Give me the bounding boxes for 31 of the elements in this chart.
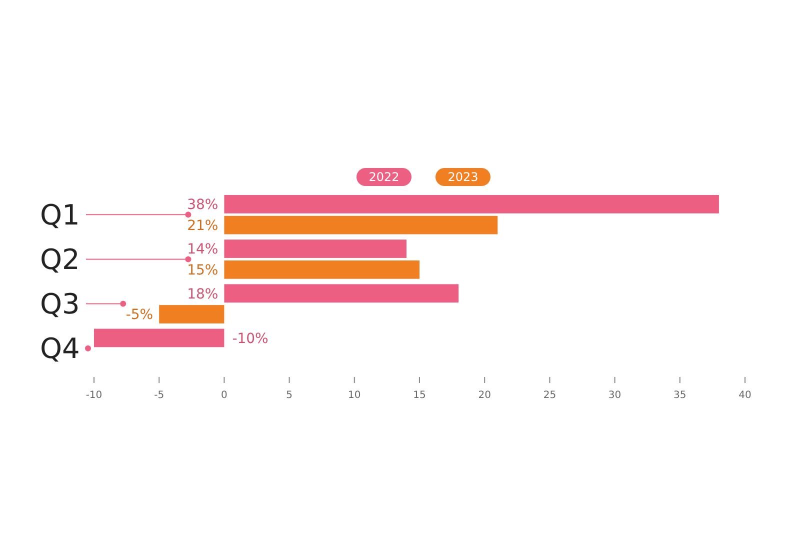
y-tick-label: Q1 [40,198,80,232]
bar [224,195,719,214]
x-tick-label: 10 [348,390,361,401]
bar [224,216,498,234]
data-label: 14% [187,242,218,258]
x-tick-label: 40 [738,390,752,401]
bar [224,240,406,258]
x-tick-label: 30 [608,390,622,401]
x-tick-label: 0 [221,390,228,401]
data-label: 15% [187,262,218,279]
x-tick-label: 5 [286,390,292,401]
data-label: -5% [126,307,154,324]
y-tick-label: Q4 [40,332,80,366]
bar [94,328,224,348]
x-tick-label: 15 [413,390,426,401]
data-label: 38% [187,197,218,214]
x-tick-label: 35 [674,390,686,401]
bar [224,260,420,279]
data-label: 18% [187,286,218,302]
x-tick-label: -10 [86,390,102,401]
data-label: -10% [232,330,268,347]
text: 2023 [448,170,478,184]
series-label: 2022 [368,170,400,184]
y-tick-label: Q3 [40,288,80,321]
bar [224,284,459,303]
data-label: 21% [187,218,218,234]
x-tick-label: 20 [478,390,491,401]
x-tick-label: -5 [154,390,164,401]
bar [159,305,224,324]
x-tick-label: 25 [543,390,556,401]
y-tick-label: Q2 [40,243,80,276]
